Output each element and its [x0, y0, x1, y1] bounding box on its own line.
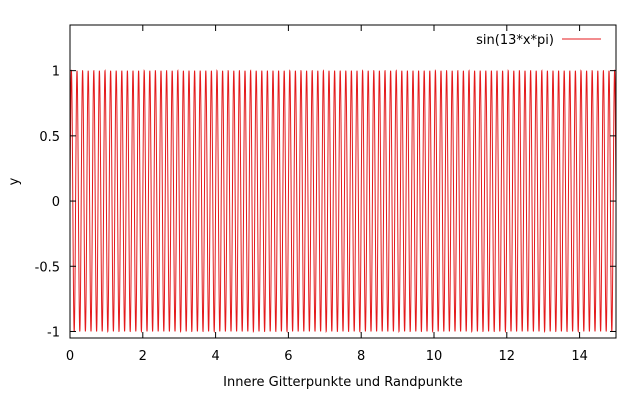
x-axis-label: Innere Gitterpunkte und Randpunkte: [223, 375, 463, 390]
x-tick-label: 8: [357, 349, 365, 364]
y-tick-label: -1: [47, 325, 60, 340]
y-tick-label: -0.5: [35, 260, 60, 275]
x-tick-label: 12: [499, 349, 516, 364]
y-tick-label: 0.5: [39, 130, 60, 145]
y-axis-ticks: -1 -0.5 0 0.5 1: [35, 65, 616, 340]
y-axis-label: y: [7, 177, 22, 185]
x-tick-label: 2: [139, 349, 147, 364]
plot-area: [70, 69, 616, 334]
legend-label: sin(13*x*pi): [476, 33, 554, 48]
series-line: [70, 69, 616, 334]
x-axis-ticks: 0 2 4 6 8 10 12 14: [66, 25, 588, 364]
x-tick-label: 0: [66, 349, 74, 364]
x-tick-label: 6: [284, 349, 292, 364]
y-tick-label: 0: [52, 195, 60, 210]
x-tick-label: 14: [571, 349, 588, 364]
legend: sin(13*x*pi): [476, 33, 601, 48]
x-tick-label: 4: [211, 349, 219, 364]
plot-frame: [69, 24, 617, 339]
x-tick-label: 10: [426, 349, 443, 364]
y-tick-label: 1: [52, 65, 60, 80]
